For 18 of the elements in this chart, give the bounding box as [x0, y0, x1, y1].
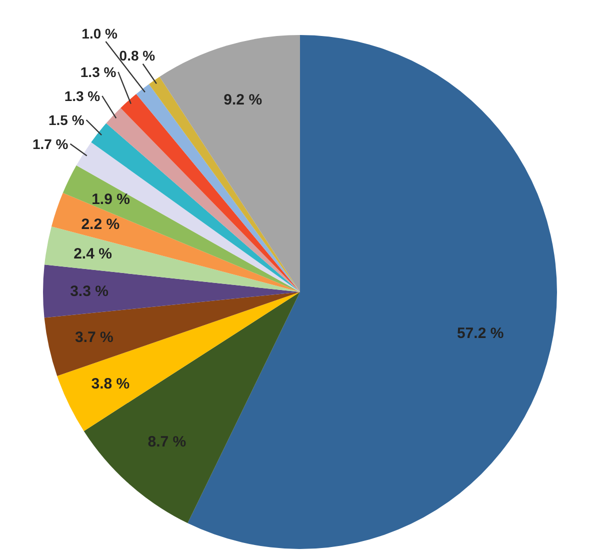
- data-label: 8.7 %: [148, 433, 186, 450]
- pie-slice: [188, 35, 557, 549]
- data-label: 1.9 %: [92, 190, 130, 208]
- data-label: 57.2 %: [456, 325, 504, 342]
- data-label: 1.3 %: [80, 64, 117, 80]
- data-label: 2.2 %: [81, 216, 120, 233]
- data-label: 3.7 %: [75, 328, 114, 346]
- data-label: 3.3 %: [70, 282, 108, 300]
- data-label: 1.5 %: [48, 112, 85, 128]
- pie-slice: [43, 264, 300, 318]
- data-label: 1.0 %: [82, 26, 118, 42]
- pie-slice: [160, 35, 300, 292]
- data-label: 1.7 %: [32, 136, 69, 152]
- data-label: 1.3 %: [64, 88, 101, 104]
- data-label: 3.8 %: [91, 376, 130, 393]
- data-label: 9.2 %: [224, 91, 262, 108]
- data-label: 2.4 %: [74, 245, 112, 262]
- data-label: 0.8 %: [119, 48, 156, 64]
